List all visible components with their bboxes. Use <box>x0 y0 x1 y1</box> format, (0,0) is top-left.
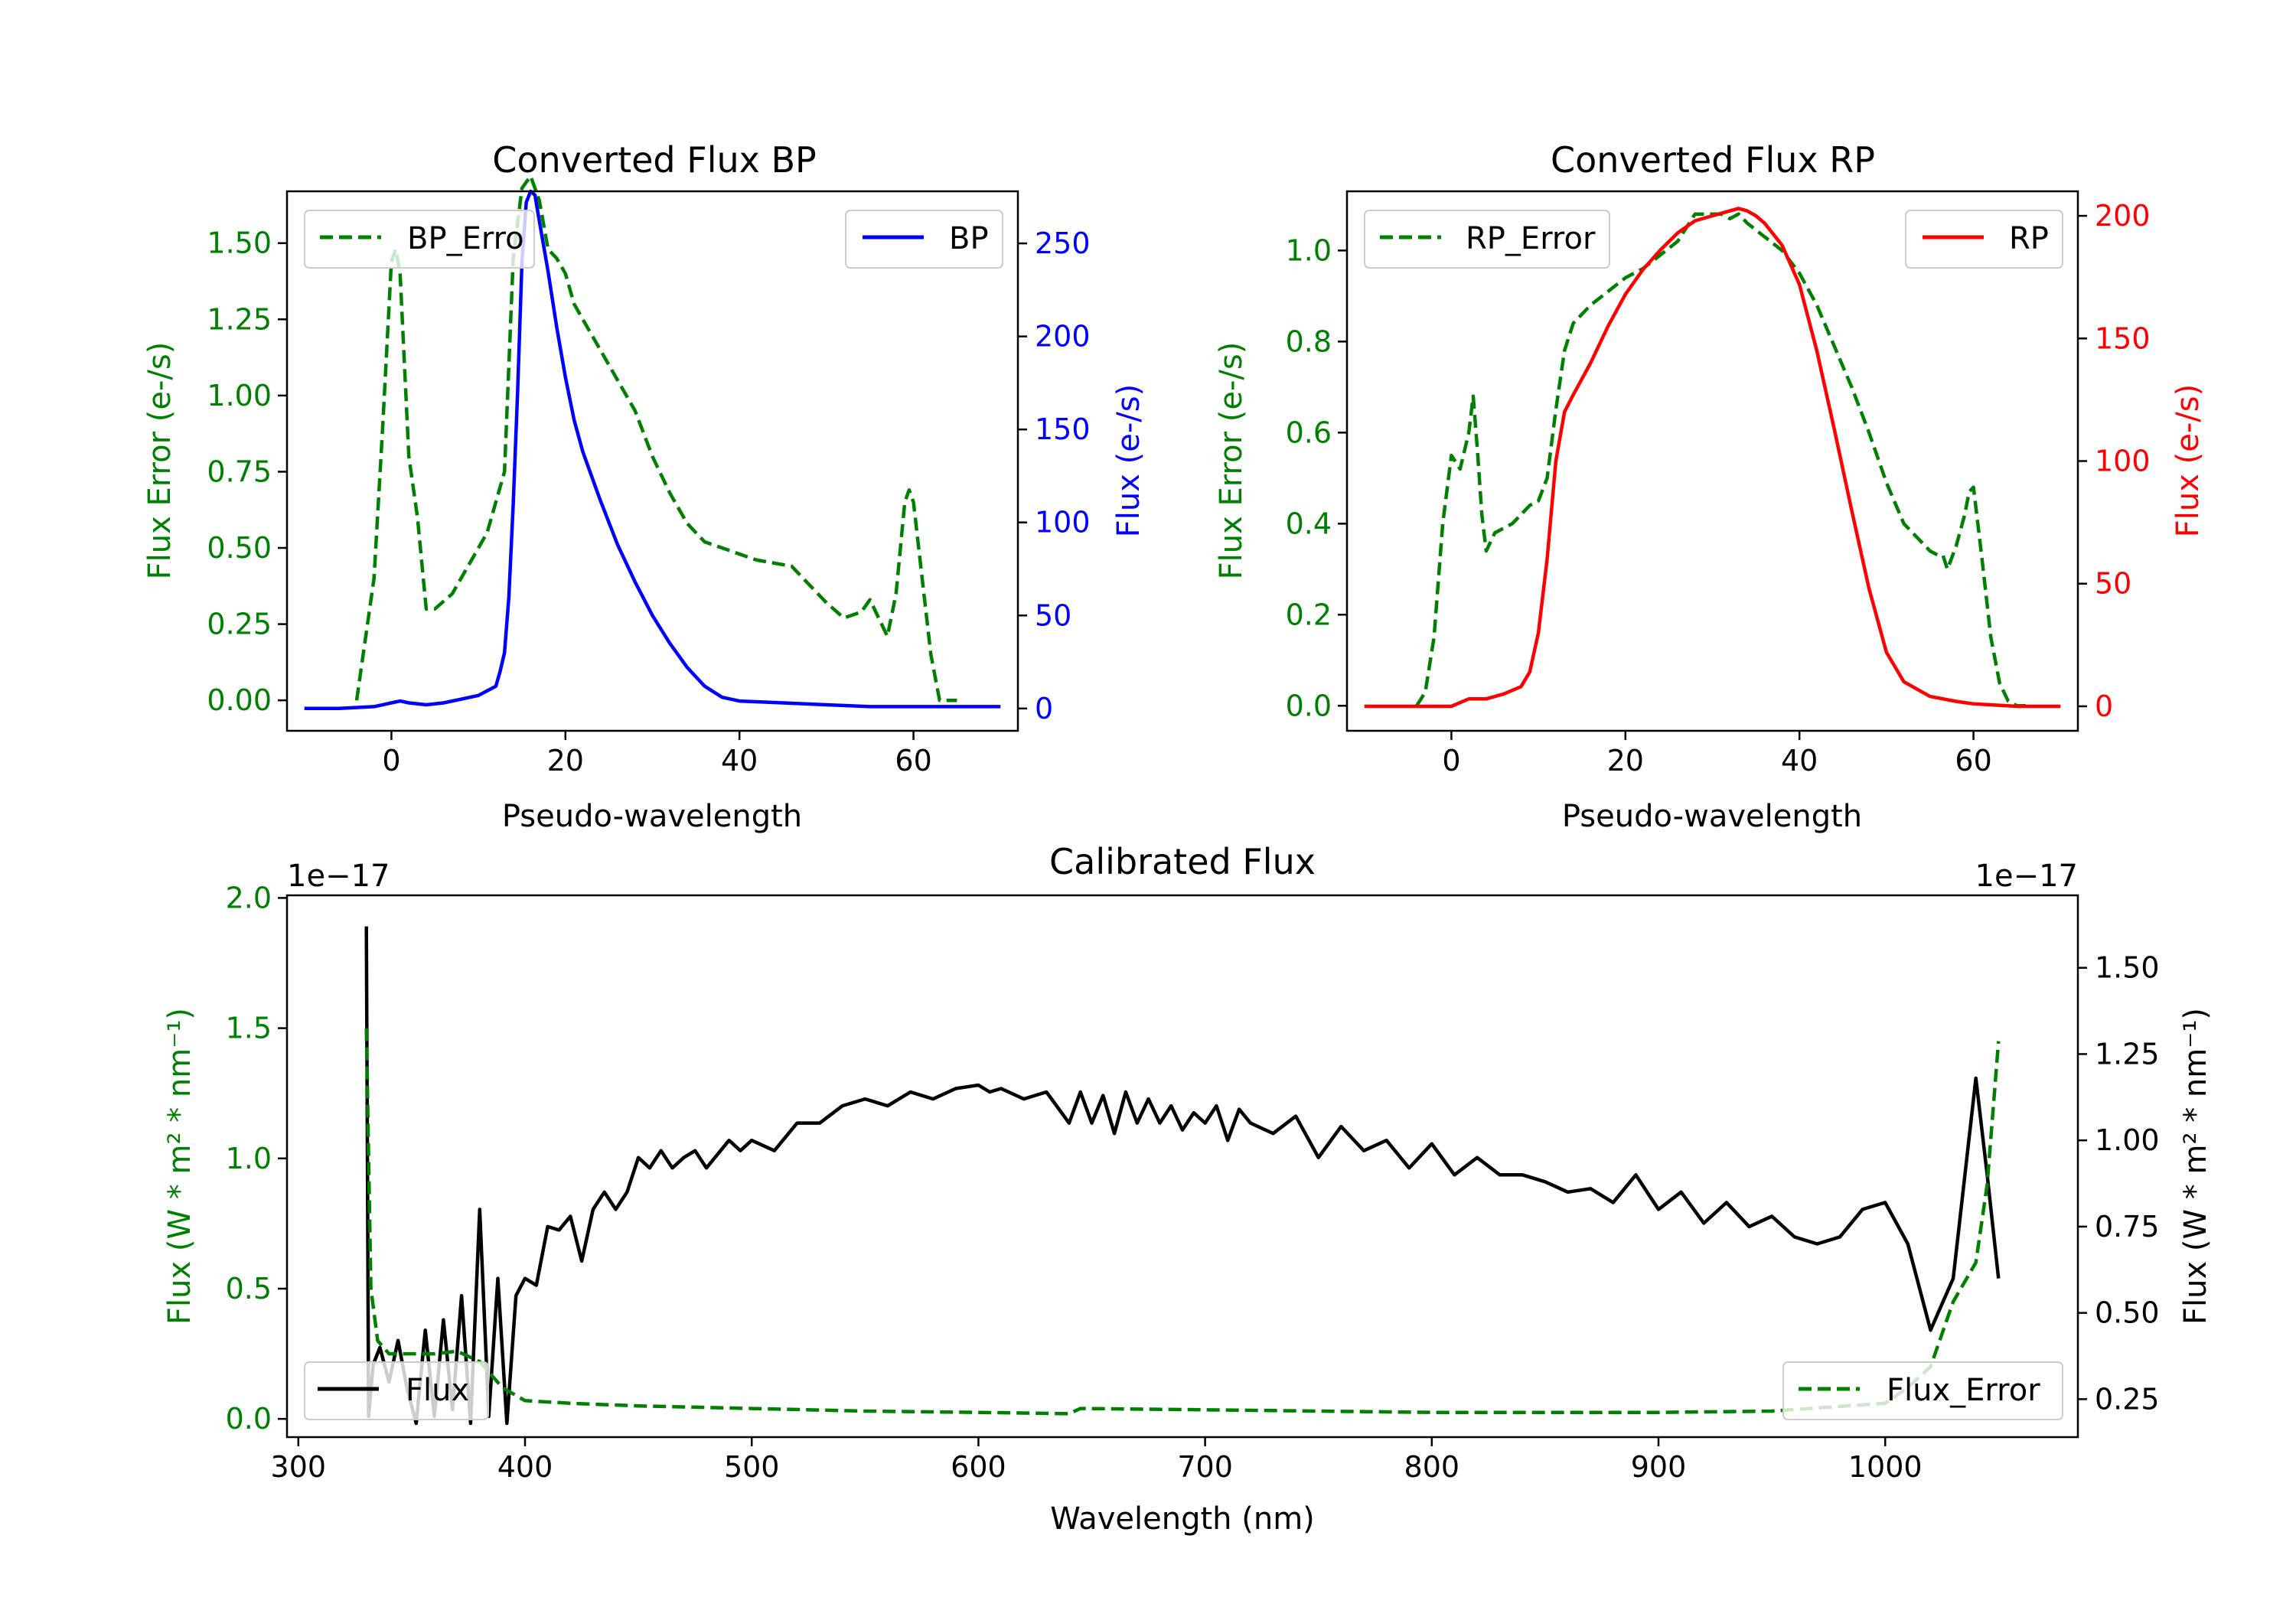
bp-y-right-tick-label: 50 <box>1035 598 1071 632</box>
bp-series-bp <box>304 189 1001 711</box>
cal-x-tick-label: 700 <box>1177 1450 1233 1484</box>
cal-series-flux <box>364 926 2001 1426</box>
cal-y-left-tick-label: 1.0 <box>226 1142 272 1175</box>
cal-y-right-tick-label: 0.50 <box>2095 1296 2160 1330</box>
bp-legend-right: BP <box>845 210 1003 269</box>
rp-y-left-tick-label: 0.2 <box>1286 598 1332 631</box>
rp-y-left-tick-label: 0.4 <box>1286 507 1332 540</box>
bp-y-right-label: Flux (e-/s) <box>1111 384 1146 537</box>
rp-y-right-tick-label: 50 <box>2095 567 2131 601</box>
rp-x-ticks: 0 20 40 60 <box>1442 731 1992 777</box>
bp-y-left-tick-label: 0.75 <box>207 455 272 488</box>
bp-y-left-tick-label: 0.00 <box>207 683 272 717</box>
cal-y-left-tick-label: 0.5 <box>226 1272 272 1305</box>
rp-y-right-tick-label: 100 <box>2095 445 2151 478</box>
rp-legend-right: RP <box>1905 210 2063 269</box>
cal-panel: Calibrated Flux 1e−17 1e−17 300 400 500 600… <box>162 841 2213 1537</box>
rp-title: Converted Flux RP <box>1551 139 1875 181</box>
rp-y-right-tick-label: 200 <box>2095 199 2151 233</box>
rp-x-tick-label: 0 <box>1442 744 1460 777</box>
bp-y-left-label: Flux Error (e-/s) <box>142 342 178 580</box>
rp-y-left-label: Flux Error (e-/s) <box>1214 342 1249 580</box>
rp-y-right-ticks: 0 50 100 150 200 <box>2078 199 2151 723</box>
cal-y-right-tick-label: 0.75 <box>2095 1210 2160 1244</box>
rp-y-left-ticks: 0.0 0.2 0.4 0.6 0.8 1.0 <box>1286 233 1347 722</box>
bp-y-right-tick-label: 100 <box>1035 506 1091 539</box>
cal-x-tick-label: 400 <box>497 1450 553 1484</box>
bp-plot-area <box>285 174 1019 732</box>
rp-legend-left-label: RP_Error <box>1466 221 1596 256</box>
bp-y-left-tick-label: 1.00 <box>207 379 272 412</box>
rp-y-left-tick-label: 1.0 <box>1286 233 1332 267</box>
cal-offset-left: 1e−17 <box>287 859 390 894</box>
cal-x-tick-label: 1000 <box>1848 1450 1923 1484</box>
cal-legend-left-label: Flux <box>406 1373 469 1408</box>
rp-legend-left: RP_Error <box>1364 210 1610 269</box>
cal-x-ticks: 300 400 500 600 700 800 900 1000 <box>271 1437 1923 1484</box>
bp-legend-left: BP_Erro <box>304 210 535 269</box>
cal-x-tick-label: 500 <box>724 1450 780 1484</box>
bp-y-left-ticks: 0.00 0.25 0.50 0.75 1.00 1.25 1.50 <box>207 227 287 717</box>
rp-series-rp <box>1364 207 2061 709</box>
cal-y-right-tick-label: 0.25 <box>2095 1382 2160 1416</box>
bp-x-tick-label: 60 <box>895 744 931 777</box>
cal-frame <box>285 894 2079 1439</box>
bp-x-tick-label: 0 <box>382 744 400 777</box>
rp-y-right-tick-label: 150 <box>2095 321 2151 355</box>
bp-y-left-tick-label: 1.50 <box>207 227 272 260</box>
cal-x-tick-label: 300 <box>271 1450 327 1484</box>
bp-y-left-tick-label: 0.25 <box>207 608 272 641</box>
bp-y-right-tick-label: 250 <box>1035 227 1091 260</box>
bp-y-right-tick-label: 0 <box>1035 692 1053 725</box>
bp-y-left-tick-label: 0.50 <box>207 531 272 565</box>
cal-x-tick-label: 600 <box>951 1450 1006 1484</box>
bp-y-left-tick-label: 1.25 <box>207 302 272 336</box>
cal-y-left-tick-label: 2.0 <box>226 881 272 914</box>
rp-y-left-tick-label: 0.8 <box>1286 324 1332 358</box>
rp-y-left-tick-label: 0.0 <box>1286 689 1332 722</box>
rp-x-tick-label: 60 <box>1955 744 1991 777</box>
cal-legend-right-label: Flux_Error <box>1887 1373 2040 1408</box>
cal-x-tick-label: 800 <box>1404 1450 1460 1484</box>
rp-y-left-tick-label: 0.6 <box>1286 416 1332 449</box>
rp-x-tick-label: 20 <box>1607 744 1644 777</box>
bp-frame <box>285 190 1019 732</box>
cal-legend-left: Flux <box>304 1361 489 1420</box>
cal-y-right-tick-label: 1.00 <box>2095 1123 2160 1157</box>
cal-offset-right: 1e−17 <box>1975 859 2078 894</box>
bp-series-bp-error <box>354 174 957 702</box>
rp-legend-right-label: RP <box>2009 221 2049 256</box>
bp-y-right-tick-label: 150 <box>1035 412 1091 446</box>
cal-y-right-tick-label: 1.25 <box>2095 1037 2160 1071</box>
bp-y-right-tick-label: 200 <box>1035 320 1091 354</box>
cal-x-tick-label: 900 <box>1631 1450 1687 1484</box>
bp-panel: Converted Flux BP 0 20 40 60 0.000.250.500.… <box>142 139 1146 834</box>
cal-y-right-ticks: 0.25 0.50 0.75 1.00 1.25 1.50 <box>2078 951 2160 1416</box>
rp-x-tick-label: 40 <box>1781 744 1818 777</box>
bp-legend-right-label: BP <box>949 221 989 256</box>
cal-y-left-tick-label: 0.0 <box>226 1402 272 1436</box>
cal-title: Calibrated Flux <box>1049 841 1316 882</box>
cal-y-left-ticks: 0.0 0.5 1.0 1.5 2.0 <box>226 881 287 1436</box>
cal-y-left-label: Flux (W * m² * nm⁻¹) <box>162 1008 197 1325</box>
rp-panel: Converted Flux RP 0 20 40 60 0.00.20.40.60.… <box>1214 139 2206 834</box>
bp-legend-left-label: BP_Erro <box>407 221 524 256</box>
bp-x-label: Pseudo-wavelength <box>502 799 802 834</box>
rp-y-right-label: Flux (e-/s) <box>2170 384 2206 537</box>
bp-x-tick-label: 40 <box>721 744 758 777</box>
bp-x-ticks: 0 20 40 60 <box>382 731 932 777</box>
bp-x-tick-label: 20 <box>547 744 584 777</box>
rp-x-label: Pseudo-wavelength <box>1562 799 1862 834</box>
rp-y-right-tick-label: 0 <box>2095 689 2113 723</box>
cal-y-right-label: Flux (W * m² * nm⁻¹) <box>2178 1008 2213 1325</box>
bp-y-right-ticks: 0 50 100 150 200 250 <box>1018 227 1091 725</box>
cal-legend-right: Flux_Error <box>1782 1361 2063 1420</box>
cal-y-left-tick-label: 1.5 <box>226 1012 272 1045</box>
cal-y-right-tick-label: 1.50 <box>2095 951 2160 985</box>
cal-x-label: Wavelength (nm) <box>1050 1501 1315 1537</box>
bp-title: Converted Flux BP <box>492 139 817 181</box>
